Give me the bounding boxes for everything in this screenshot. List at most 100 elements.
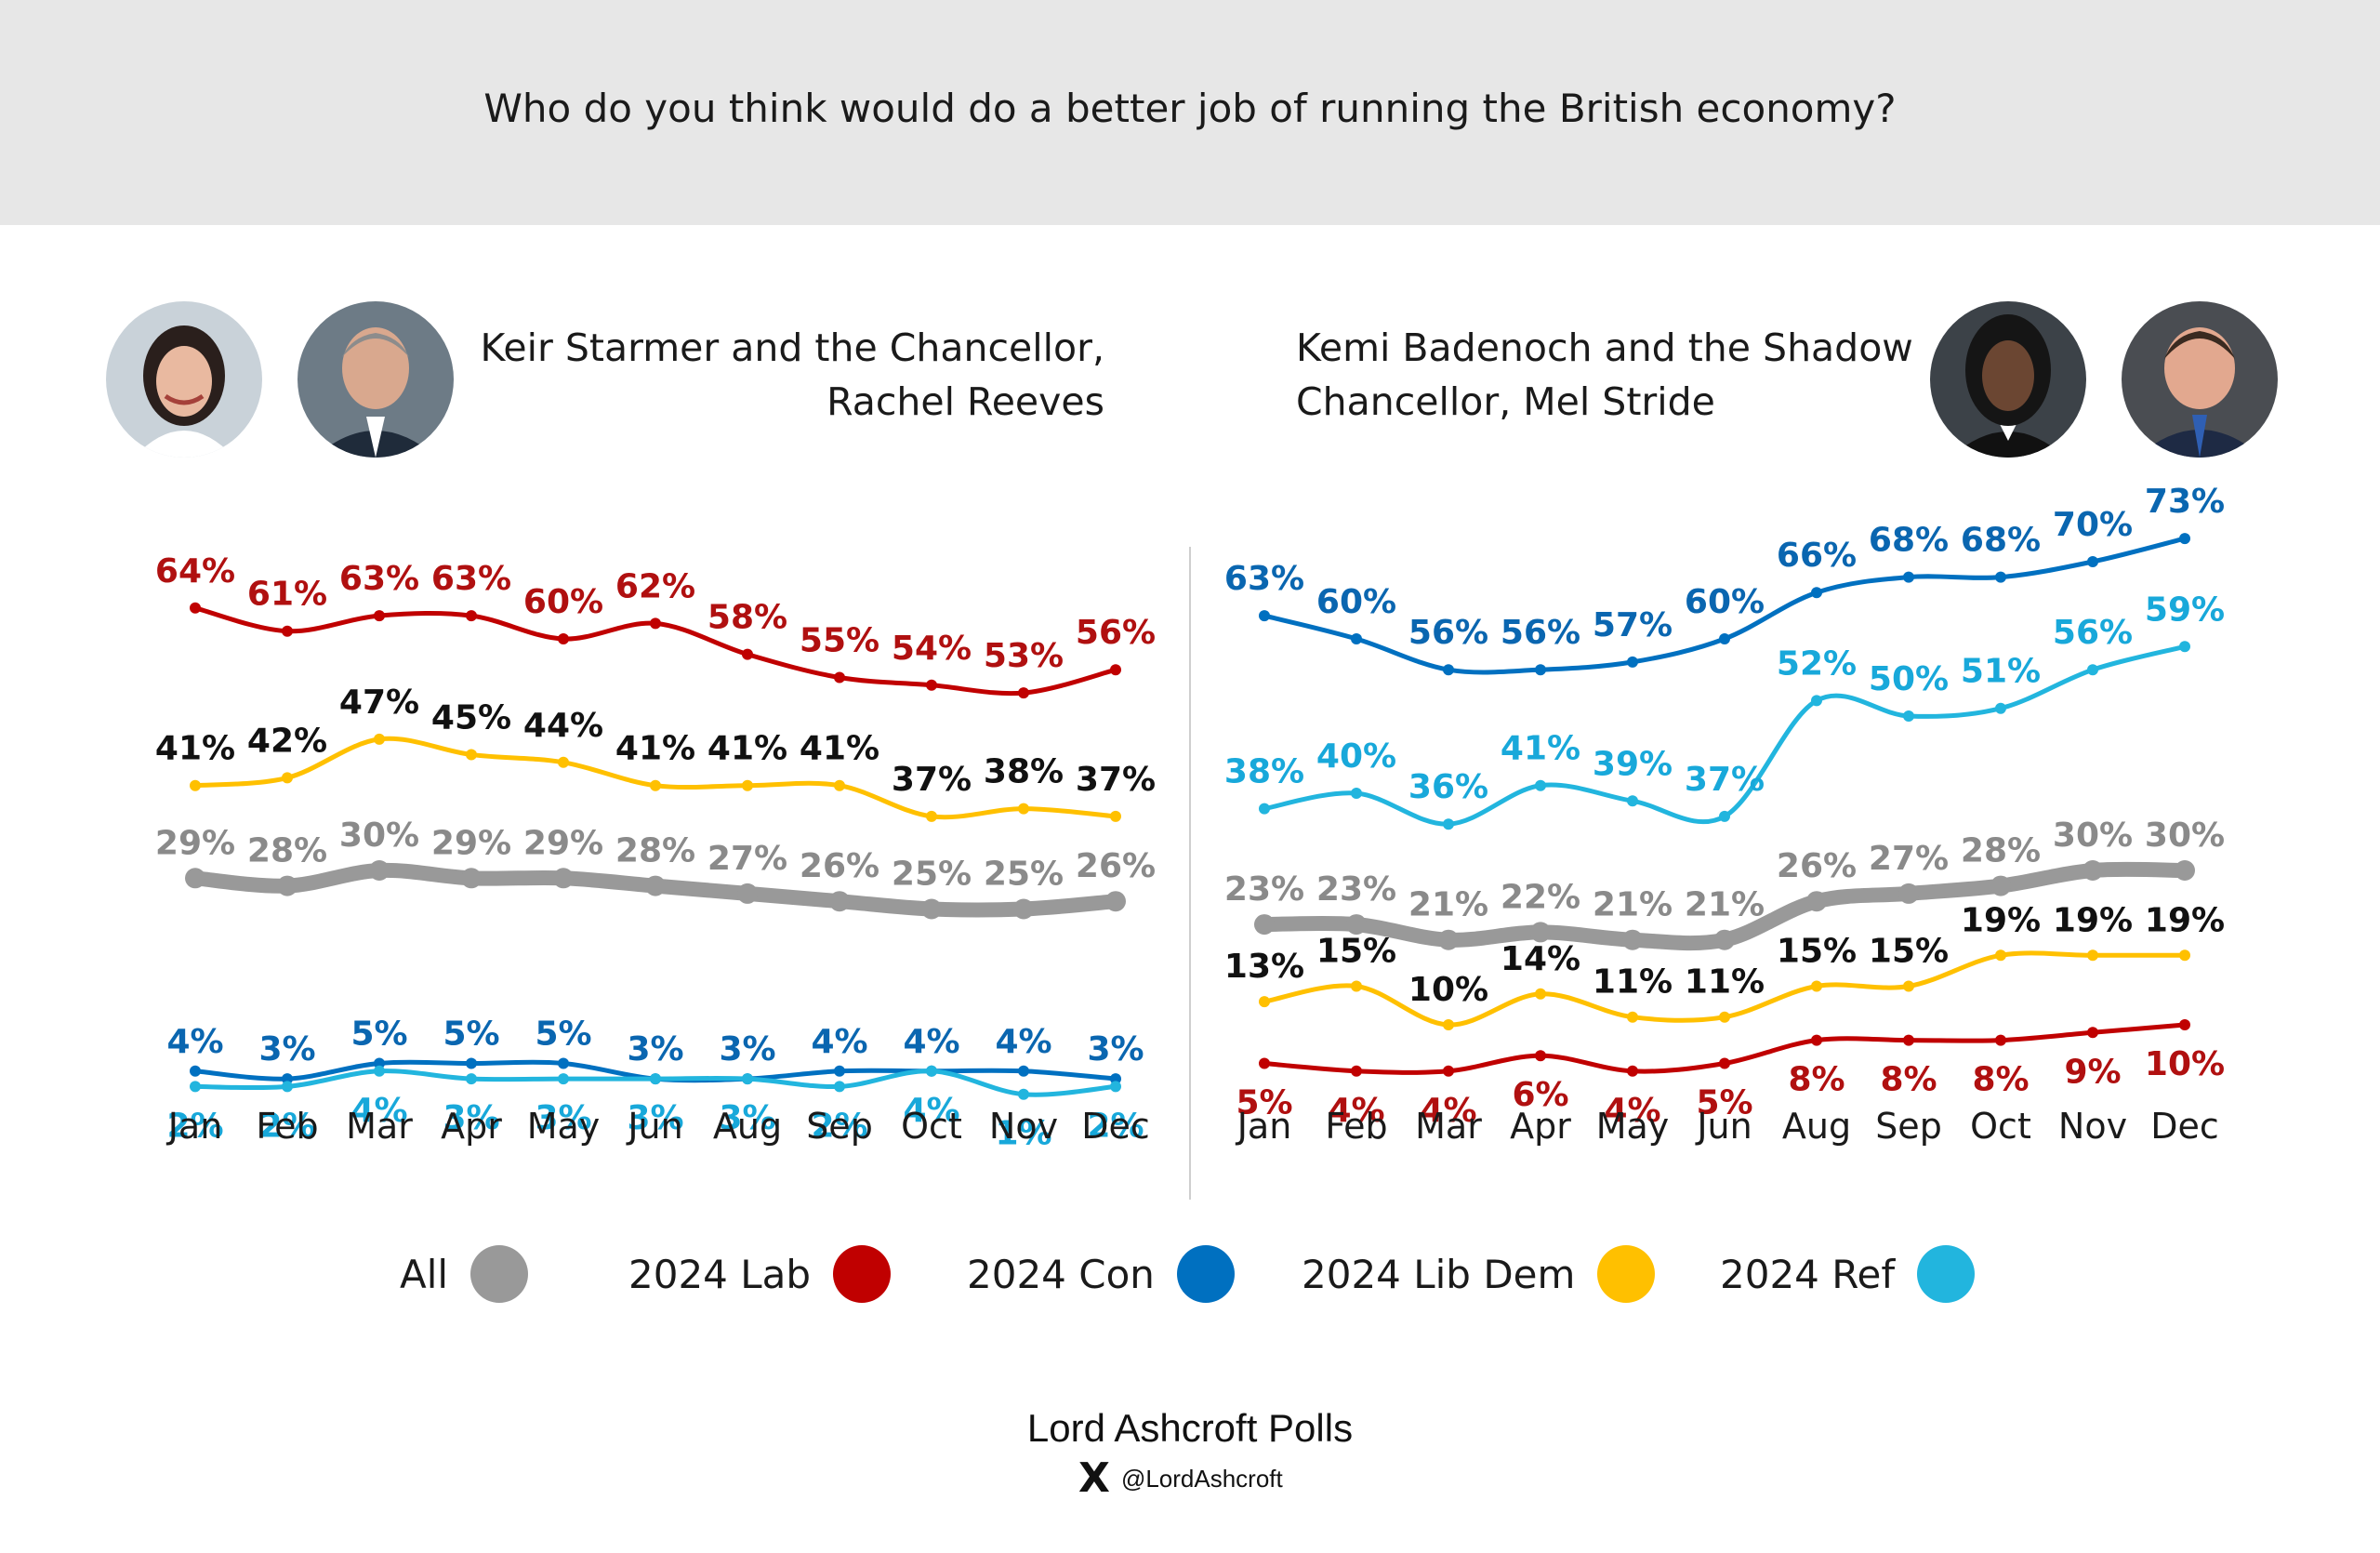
data-label-2024-lab-sep: 8% <box>1880 1061 1937 1099</box>
point-all-may <box>553 868 574 889</box>
point-2024-lib-dem-nov <box>1018 803 1029 815</box>
data-label-2024-lab-mar: 4% <box>1420 1092 1476 1130</box>
data-label-2024-ref-feb: 2% <box>258 1107 315 1145</box>
point-2024-lib-dem-jan <box>1259 996 1270 1008</box>
data-label-2024-lab-apr: 6% <box>1512 1076 1568 1114</box>
data-label-2024-ref-oct: 4% <box>903 1092 959 1130</box>
point-2024-lab-dec <box>1110 664 1121 676</box>
x-tick-label-jan: Jan <box>1236 1106 1292 1147</box>
point-2024-lib-dem-jun <box>1719 1011 1730 1023</box>
data-label-2024-lab-oct: 54% <box>892 630 972 668</box>
data-label-all-sep: 27% <box>1869 840 1949 878</box>
data-label-2024-lab-jun: 62% <box>615 567 695 605</box>
point-2024-lib-dem-jan <box>190 779 201 791</box>
point-2024-ref-jan <box>1259 803 1270 815</box>
x-tick-label-aug: Aug <box>713 1106 782 1147</box>
point-2024-lab-feb <box>1351 1065 1362 1077</box>
point-2024-ref-oct <box>926 1065 937 1077</box>
point-2024-ref-sep <box>834 1081 845 1093</box>
point-all-apr <box>1530 922 1551 943</box>
point-2024-lab-may <box>558 633 569 644</box>
point-2024-lab-mar <box>374 610 385 622</box>
data-label-2024-con-jan: 63% <box>1224 560 1304 598</box>
person-portrait-icon <box>2122 301 2278 458</box>
point-all-feb <box>1346 914 1367 936</box>
point-2024-lib-dem-may <box>558 756 569 768</box>
x-tick-label-nov: Nov <box>2058 1106 2127 1147</box>
x-tick-label-oct: Oct <box>1970 1106 2031 1147</box>
legend-label: 2024 Ref <box>1720 1251 1896 1297</box>
point-all-jun <box>1714 929 1735 950</box>
point-2024-lib-dem-aug <box>1811 980 1822 992</box>
x-tick-label-oct: Oct <box>901 1106 962 1147</box>
data-label-2024-lab-aug: 8% <box>1788 1061 1844 1099</box>
point-2024-lab-sep <box>1903 1034 1914 1046</box>
point-2024-lab-aug <box>742 648 753 660</box>
data-label-all-dec: 26% <box>1076 847 1156 885</box>
data-label-2024-con-may: 57% <box>1593 606 1673 644</box>
header-band <box>0 0 2380 225</box>
point-2024-lab-sep <box>834 671 845 684</box>
legend-swatch-icon <box>833 1245 892 1303</box>
avatar-mel-stride <box>2122 301 2278 458</box>
point-all-jun <box>645 875 666 896</box>
data-label-2024-ref-mar: 4% <box>350 1092 407 1130</box>
data-label-2024-lib-dem-apr: 14% <box>1501 940 1580 978</box>
x-tick-label-apr: Apr <box>1510 1106 1571 1147</box>
legend-label: 2024 Con <box>967 1251 1155 1297</box>
point-2024-con-mar <box>1443 664 1454 676</box>
point-2024-ref-may <box>558 1073 569 1085</box>
point-2024-ref-dec <box>2179 641 2190 653</box>
point-2024-ref-apr <box>1535 779 1546 791</box>
x-tick-label-nov: Nov <box>989 1106 1058 1147</box>
data-label-2024-lib-dem-aug: 41% <box>707 730 787 768</box>
point-2024-lab-jun <box>650 617 661 630</box>
data-label-2024-lab-nov: 9% <box>2064 1053 2121 1091</box>
data-label-2024-lib-dem-dec: 37% <box>1076 761 1156 799</box>
data-label-all-feb: 28% <box>247 832 327 870</box>
point-2024-lab-may <box>1627 1065 1638 1077</box>
data-label-all-nov: 30% <box>2053 816 2133 855</box>
point-all-jan <box>185 868 205 889</box>
data-label-2024-ref-feb: 40% <box>1316 737 1396 776</box>
point-2024-con-jan <box>190 1065 201 1077</box>
data-label-2024-lib-dem-aug: 15% <box>1777 933 1857 971</box>
point-2024-con-aug <box>1811 587 1822 599</box>
x-tick-label-dec: Dec <box>1081 1106 1150 1147</box>
point-2024-lab-dec <box>2179 1019 2190 1030</box>
data-label-2024-con-mar: 5% <box>350 1015 407 1054</box>
x-tick-label-feb: Feb <box>1325 1106 1387 1147</box>
point-2024-lib-dem-mar <box>374 733 385 745</box>
legend-item-2024-ref: 2024 Ref <box>1720 1241 1976 1307</box>
point-2024-ref-nov <box>1018 1088 1029 1100</box>
point-2024-con-oct <box>1995 571 2006 583</box>
x-tick-label-apr: Apr <box>441 1106 502 1147</box>
footer-handle: X @LordAshcroft <box>1078 1455 1283 1502</box>
point-2024-lib-dem-mar <box>1443 1019 1454 1030</box>
x-tick-label-feb: Feb <box>256 1106 318 1147</box>
data-label-2024-lab-oct: 8% <box>1972 1061 2029 1099</box>
data-label-2024-con-aug: 3% <box>719 1030 775 1069</box>
data-label-2024-lab-nov: 53% <box>984 637 1064 675</box>
footer-title: Lord Ashcroft Polls <box>1026 1406 1354 1450</box>
data-label-all-jun: 28% <box>615 832 695 870</box>
data-label-2024-ref-aug: 3% <box>719 1099 775 1137</box>
data-label-2024-lab-apr: 63% <box>431 560 511 598</box>
data-label-2024-lab-jan: 5% <box>1236 1084 1292 1122</box>
data-label-2024-lib-dem-oct: 37% <box>892 761 972 799</box>
data-label-2024-con-oct: 4% <box>903 1023 959 1061</box>
point-all-mar <box>1438 929 1459 950</box>
data-label-all-aug: 27% <box>707 840 787 878</box>
avatar-kemi-badenoch <box>1930 301 2086 458</box>
point-2024-ref-dec <box>1110 1081 1121 1093</box>
data-label-2024-lab-mar: 63% <box>339 560 419 598</box>
point-all-nov <box>2082 860 2103 881</box>
point-2024-lib-dem-jun <box>650 779 661 791</box>
point-2024-lib-dem-nov <box>2087 949 2098 962</box>
data-label-2024-lab-feb: 4% <box>1328 1092 1384 1130</box>
point-all-dec <box>2175 860 2195 881</box>
point-all-apr <box>461 868 482 889</box>
data-label-2024-lib-dem-feb: 42% <box>247 722 327 760</box>
legend-swatch-icon <box>1917 1245 1976 1303</box>
data-label-2024-con-sep: 68% <box>1869 522 1949 560</box>
